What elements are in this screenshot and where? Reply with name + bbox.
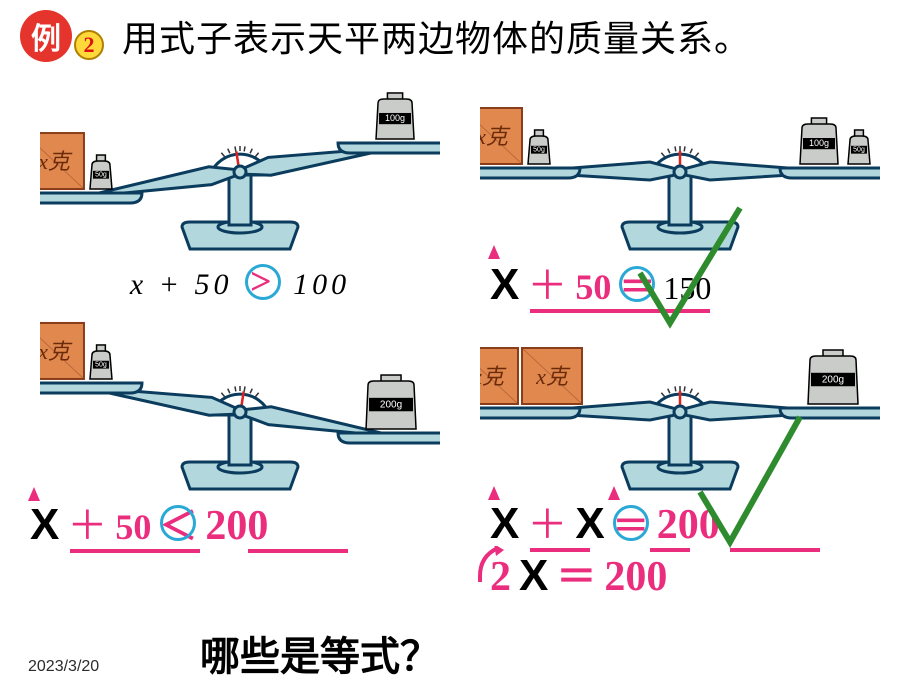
weight-small: 50g	[848, 130, 870, 164]
eq2-plus: ＋	[527, 253, 567, 311]
eq2-box: x ＋ 50 ＝ 150	[490, 253, 711, 311]
check-icon	[690, 412, 810, 552]
arrow-curve-icon	[476, 546, 506, 586]
eq3-mid: 50	[115, 506, 151, 548]
eq1-op: >	[250, 260, 276, 304]
circle-icon	[613, 505, 649, 541]
example-number: 2	[74, 30, 104, 60]
scale-cell-3: x克 50g 200g	[20, 312, 460, 492]
balance-scale: x克 50g 200g	[40, 317, 440, 492]
header: 例 2 用式子表示天平两边物体的质量关系。	[0, 0, 920, 72]
svg-text:x克: x克	[535, 364, 571, 389]
eq4a-op: ＝	[613, 497, 649, 549]
svg-text:200g: 200g	[380, 399, 402, 410]
weight-small: 50g	[90, 155, 112, 189]
svg-text:100g: 100g	[385, 113, 405, 123]
equation-3: x ＋ 50 ＜ 200	[20, 492, 460, 552]
eq4a-box: x ＋ x ＝ 200	[490, 492, 720, 550]
eq3-box: x ＋ 50 ＜ 200	[30, 493, 268, 551]
eq4b-box: 2 x ＝ 200	[490, 544, 667, 602]
eq2-mid: 50	[575, 266, 611, 308]
x-box: x克	[40, 323, 84, 379]
circle-icon	[160, 505, 196, 541]
svg-text:x克: x克	[40, 339, 73, 364]
equation-4: x ＋ x ＝ 200 2 x ＝ 200	[460, 492, 900, 592]
svg-text:x克: x克	[40, 149, 73, 174]
date-text: 2023/3/20	[28, 658, 99, 676]
weight-big: 200g	[808, 350, 858, 404]
page-title: 用式子表示天平两边物体的质量关系。	[122, 10, 751, 62]
svg-text:50g: 50g	[533, 146, 545, 153]
svg-text:100g: 100g	[809, 138, 829, 148]
eq4a-x1: x	[490, 499, 519, 549]
weight-med: 100g	[376, 93, 414, 139]
eq4a-plus: ＋	[527, 492, 567, 550]
svg-text:200g: 200g	[822, 374, 844, 385]
svg-text:x克: x克	[480, 124, 511, 149]
weight-small: 50g	[90, 345, 112, 379]
svg-text:50g: 50g	[95, 361, 107, 368]
eq3-x: x	[30, 500, 59, 550]
x-box: x克	[40, 133, 84, 189]
eq4b-rhs: 200	[604, 553, 667, 601]
question-text: 哪些是等式？	[200, 624, 440, 682]
circle-icon	[245, 264, 281, 300]
badge-num-text: 2	[84, 32, 95, 58]
svg-text:x克: x克	[480, 364, 507, 389]
scale-cell-1: x克 50g 100g	[20, 72, 460, 252]
x-box: x克	[522, 348, 582, 404]
svg-text:50g: 50g	[95, 171, 107, 178]
eq3-rhs: 200	[205, 502, 268, 550]
eq4b-x: x	[519, 551, 548, 601]
underline	[248, 549, 348, 553]
weight-small: 50g	[528, 130, 550, 164]
eq3-op: ＜	[159, 495, 197, 550]
arrow-icon	[28, 487, 40, 501]
equation-1: x + 50 > 100	[20, 252, 460, 312]
eq4a-x2: x	[575, 499, 604, 549]
balance-scale: x克 50g 100g	[40, 77, 440, 252]
x-box: x克	[480, 108, 522, 164]
x-box: x克	[480, 348, 518, 404]
scale-cell-4: x克 x克 200g	[460, 312, 900, 492]
eq4b-eq: ＝	[556, 544, 596, 602]
weight-big: 200g	[366, 375, 416, 429]
arrow-icon	[488, 245, 500, 259]
equation-2: x ＋ 50 ＝ 150	[460, 252, 900, 312]
svg-text:50g: 50g	[853, 146, 865, 153]
badge-text: 例	[31, 14, 61, 58]
weight-med: 100g	[800, 118, 838, 164]
example-badge: 例	[20, 10, 72, 62]
content-grid: x克 50g 100g	[0, 72, 920, 592]
eq1-lhs: x + 50 > 100	[130, 260, 350, 304]
eq2-x: x	[490, 260, 519, 310]
arrow-icon	[488, 486, 500, 500]
balance-scale: x克 x克 200g	[480, 317, 880, 492]
eq3-plus: ＋	[67, 493, 107, 551]
